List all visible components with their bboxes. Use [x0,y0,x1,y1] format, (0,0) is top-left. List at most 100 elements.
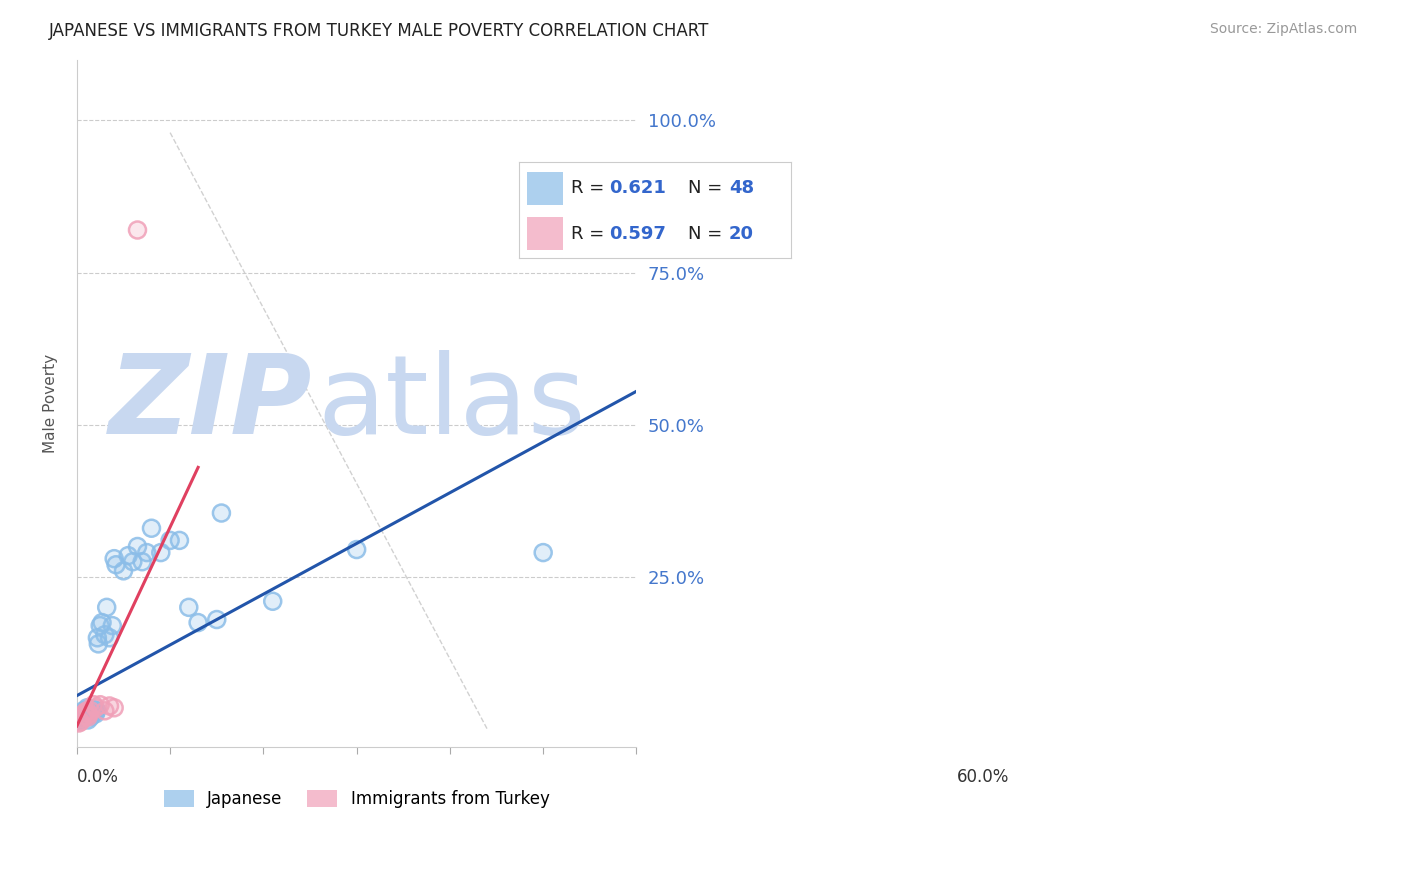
Point [86,704,108,718]
Point [79,708,101,723]
Point [141,521,163,535]
Point [73,711,96,725]
Point [974,113,997,128]
Point [127,223,149,237]
Point [177,600,200,615]
Point [127,540,149,554]
Point [72,704,94,718]
Point [94,704,117,718]
Text: R =: R = [571,179,610,197]
FancyBboxPatch shape [527,171,562,205]
Point [89,618,111,632]
Point [127,540,149,554]
Point [87,637,110,651]
Point [531,545,554,559]
Point [209,506,232,520]
Point [974,113,997,128]
Point [69,713,91,727]
Point [101,618,124,632]
Point [86,631,108,645]
Point [75,708,97,723]
Point [98,698,121,713]
Point [75,708,97,723]
Point [96,600,118,615]
Point [76,700,98,714]
Point [177,600,200,615]
Point [84,706,107,721]
Text: 0.597: 0.597 [609,225,666,244]
Text: Source: ZipAtlas.com: Source: ZipAtlas.com [1209,22,1357,37]
Text: N =: N = [688,225,728,244]
Point [70,710,93,724]
Point [135,545,157,559]
Point [80,710,103,724]
Point [149,545,172,559]
Point [75,705,97,719]
Point [76,700,98,714]
Point [70,710,93,724]
Point [82,705,104,719]
FancyBboxPatch shape [527,217,562,251]
Point [112,564,135,578]
Point [67,716,90,731]
Point [77,710,100,724]
Point [77,713,100,727]
Point [149,545,172,559]
Point [103,700,125,714]
Point [69,714,91,729]
Point [69,713,91,727]
Point [117,549,139,563]
Point [86,631,108,645]
Point [346,542,368,557]
Point [127,223,149,237]
Point [135,545,157,559]
Point [131,555,153,569]
Point [77,706,100,721]
Point [209,506,232,520]
Point [80,704,103,718]
Point [187,615,209,630]
Point [105,558,128,572]
Point [72,710,94,724]
Point [75,708,97,723]
Point [77,706,100,721]
Point [96,600,118,615]
Point [72,704,94,718]
Point [84,700,107,714]
Point [83,698,105,712]
Point [86,704,108,718]
Text: R =: R = [571,225,610,244]
Point [76,704,98,718]
Point [77,704,100,718]
Point [77,706,100,721]
Text: 0.0%: 0.0% [77,768,118,786]
Point [117,549,139,563]
Point [70,711,93,725]
Point [94,628,117,642]
Point [80,704,103,718]
Point [79,708,101,723]
Text: JAPANESE VS IMMIGRANTS FROM TURKEY MALE POVERTY CORRELATION CHART: JAPANESE VS IMMIGRANTS FROM TURKEY MALE … [49,22,710,40]
Point [80,706,103,721]
Point [75,705,97,719]
Point [169,533,191,548]
Point [187,615,209,630]
Point [83,698,105,712]
Point [346,542,368,557]
Point [83,705,105,719]
Point [87,637,110,651]
Point [83,705,105,719]
Point [103,551,125,566]
Point [89,618,111,632]
Point [67,716,90,731]
Point [159,533,181,548]
Point [159,533,181,548]
Point [121,555,143,569]
Point [73,711,96,725]
Point [80,704,103,718]
Point [84,706,107,721]
Point [83,703,105,717]
Point [80,710,103,724]
Point [69,713,91,727]
Point [83,703,105,717]
